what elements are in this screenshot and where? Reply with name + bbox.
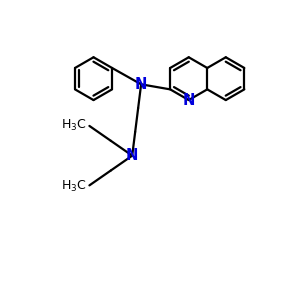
Text: H$_3$C: H$_3$C xyxy=(61,178,87,194)
Text: N: N xyxy=(135,77,147,92)
Text: N: N xyxy=(126,148,138,163)
Text: N: N xyxy=(182,93,195,108)
Text: H$_3$C: H$_3$C xyxy=(61,118,87,133)
